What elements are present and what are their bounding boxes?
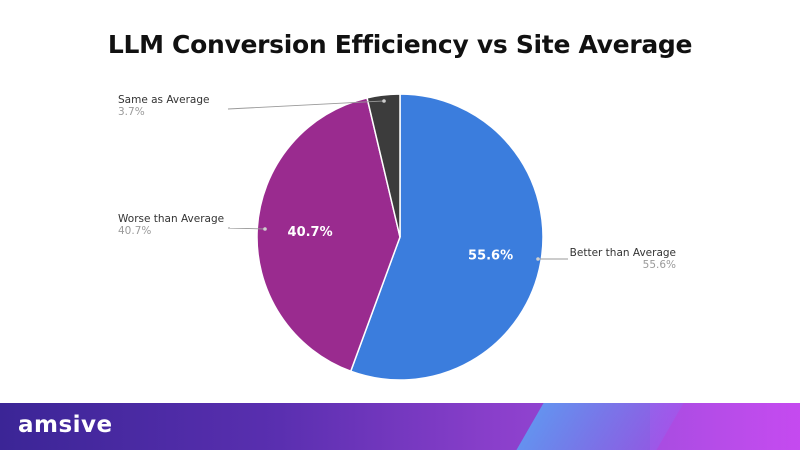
slice-value-label-better-than-average: 55.6% [468,249,513,264]
pie-chart: 55.6% Better than Average55.6%40.7%Worse … [118,93,676,381]
category-percent-same-as-average: 3.7% [118,106,145,118]
category-label-worse-than-average: Worse than Average [118,213,224,225]
chart-title: LLM Conversion Efficiency vs Site Averag… [107,30,693,59]
amsive-logo: amsive [18,412,113,438]
category-label-better-than-average: Better than Average [570,247,676,259]
leader-dot-same-as-average [382,99,386,103]
slice-value-label-worse-than-average: 40.7% [288,225,333,240]
footer-banner: amsive [0,403,800,450]
category-percent-better-than-average: 55.6% [643,259,676,271]
leader-dot-better-than-average [536,257,540,261]
category-percent-worse-than-average: 40.7% [118,225,151,237]
pie-slice-better-than-average [349,93,544,381]
category-label-same-as-average: Same as Average [118,94,210,106]
footer-glow [650,403,800,450]
pie-slice-same-as-average [366,93,401,238]
leader-line-same-as-average [227,100,385,110]
leader-line-worse-than-average [227,227,266,230]
leader-dot-worse-than-average [263,227,267,231]
